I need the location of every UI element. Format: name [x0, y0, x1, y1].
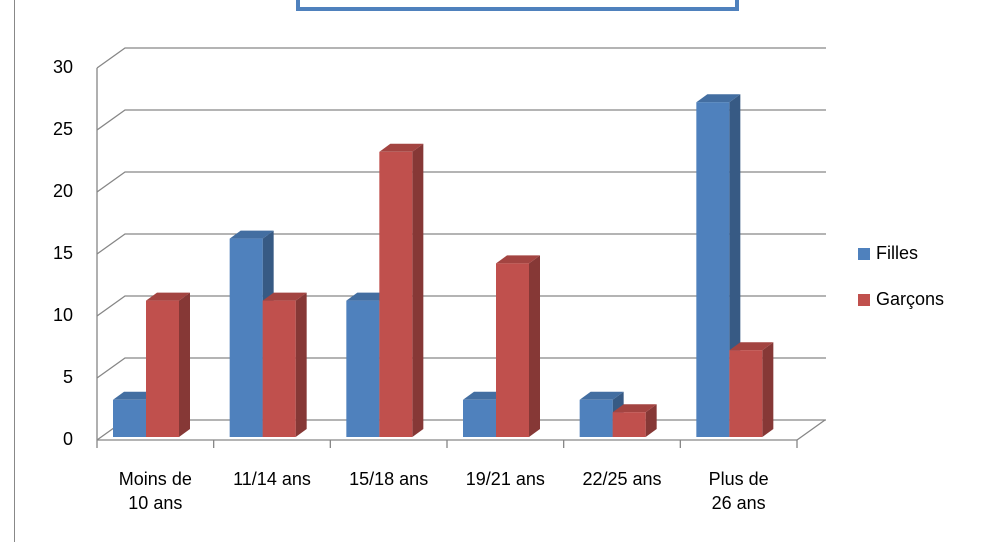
bar-top: [262, 292, 307, 301]
bar: [496, 255, 540, 437]
bar-front: [262, 300, 296, 437]
legend-swatch: [858, 294, 870, 306]
x-tick-line: 15/18 ans: [349, 469, 428, 489]
bar: [262, 292, 307, 437]
grid-line: [96, 109, 826, 131]
bar-front: [496, 263, 529, 437]
grid-line: [96, 47, 826, 69]
x-tick-line: 19/21 ans: [466, 469, 545, 489]
bar-top: [729, 342, 774, 351]
bar-front: [463, 399, 496, 437]
legend-label: Filles: [876, 243, 918, 263]
grid-line: [96, 295, 826, 317]
title-box: [296, 0, 739, 11]
y-tick-label: 20: [53, 181, 73, 201]
x-tick-line: 26 ans: [712, 493, 766, 513]
bar-top: [496, 255, 540, 264]
bar-top: [146, 292, 190, 301]
x-tick-label: 22/25 ans: [582, 469, 661, 489]
x-tick-label: Moins de 10 ans: [119, 469, 192, 513]
bar-front: [729, 350, 763, 437]
bar-front: [346, 300, 380, 437]
y-tick-label: 0: [63, 429, 73, 449]
bar: [729, 342, 774, 437]
bar: [696, 94, 741, 437]
grid-line: [96, 357, 826, 379]
bar-front: [146, 300, 179, 437]
bar: [146, 292, 190, 437]
bar-side: [645, 404, 657, 437]
bar-top: [612, 404, 657, 413]
legend-label: Garçons: [876, 289, 944, 309]
bar-top: [229, 230, 274, 239]
bar-side: [295, 292, 307, 437]
y-tick-label: 25: [53, 119, 73, 139]
bar: [579, 391, 624, 437]
bar-top: [379, 143, 424, 152]
bar-side: [529, 255, 540, 437]
x-tick-line: 22/25 ans: [582, 469, 661, 489]
bar-side: [179, 292, 190, 437]
bar-front: [696, 102, 730, 437]
bar-top: [696, 94, 741, 103]
grid-line: [96, 233, 826, 255]
bar-side: [412, 143, 424, 438]
x-tick-label: 11/14 ans: [233, 469, 311, 489]
bar-front: [229, 238, 263, 437]
x-tick-label: 19/21 ans: [466, 469, 545, 489]
bar-front: [612, 412, 646, 437]
y-tick-label: 30: [53, 57, 73, 77]
x-tick-line: 10 ans: [128, 493, 182, 513]
x-tick-label: 15/18 ans: [349, 469, 428, 489]
floor-edge: [796, 419, 826, 441]
bar-front: [579, 399, 613, 437]
bar-front: [113, 399, 146, 437]
bar-side: [762, 342, 774, 437]
x-tick-line: Plus de: [709, 469, 769, 489]
legend-swatch: [858, 248, 870, 260]
x-tick-label: Plus de 26 ans: [709, 469, 769, 513]
bar: [379, 143, 424, 438]
bar: [612, 404, 657, 437]
x-tick-line: Moins de: [119, 469, 192, 489]
grid-line: [96, 171, 826, 193]
bar-top: [579, 391, 624, 400]
x-tick-line: 11/14 ans: [233, 469, 311, 489]
y-tick-label: 5: [63, 367, 73, 387]
y-tick-label: 10: [53, 305, 73, 325]
bar-front: [379, 151, 413, 438]
y-tick-label: 15: [53, 243, 73, 263]
